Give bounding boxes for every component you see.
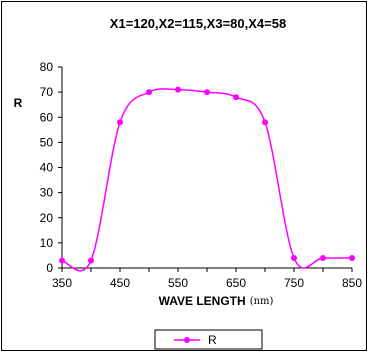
x-axis-unit: (nm) [250, 296, 274, 307]
x-axis-label-text: WAVE LENGTH [159, 294, 246, 308]
legend-label: R [208, 333, 217, 347]
axes: 0 10 20 30 40 50 60 70 80 350 450 550 650 750 850 [40, 60, 363, 290]
legend-marker [184, 337, 190, 343]
data-point-r [291, 254, 297, 261]
y-tick-label: 10 [40, 236, 54, 250]
y-tick-label: 60 [40, 110, 54, 124]
data-point-r [233, 94, 239, 101]
data-point-r [175, 86, 181, 93]
x-tick-label: 350 [52, 276, 72, 290]
y-tick-label: 0 [46, 261, 53, 275]
data-point-r [262, 119, 268, 126]
x-tick-label: 650 [226, 276, 246, 290]
legend-box [154, 329, 263, 350]
data-point-r [349, 254, 355, 261]
x-tick-label: 550 [168, 276, 188, 290]
data-point-r [117, 119, 123, 126]
data-point-r [146, 89, 152, 96]
x-axis-label: WAVE LENGTH (nm) [159, 294, 274, 308]
y-tick-label: 20 [40, 211, 54, 225]
y-axis-label: R [14, 96, 23, 110]
chart-title: X1=120,X2=115,X3=80,X4=58 [110, 16, 286, 31]
legend: R [154, 329, 263, 350]
data-point-r [88, 257, 94, 264]
data-point-r [320, 254, 326, 261]
plot-area [59, 86, 355, 272]
y-tick-label: 40 [40, 161, 54, 175]
series-line-r [61, 88, 352, 272]
y-tick-label: 30 [40, 186, 54, 200]
data-point-r [204, 89, 210, 96]
data-point-r [59, 257, 65, 264]
x-tick-label: 450 [110, 276, 130, 290]
x-tick-label: 850 [342, 276, 362, 290]
y-tick-label: 80 [40, 60, 54, 74]
x-tick-label: 750 [284, 276, 304, 290]
y-tick-label: 50 [40, 135, 54, 149]
y-tick-label: 70 [40, 85, 54, 99]
